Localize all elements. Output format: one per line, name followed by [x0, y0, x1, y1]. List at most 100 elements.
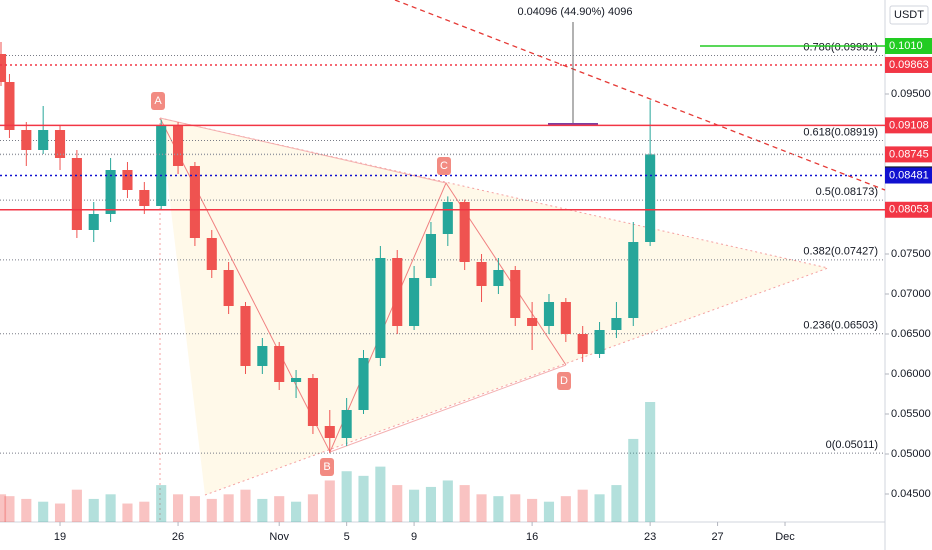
x-tick-label: 26	[172, 531, 184, 543]
triangle-fill	[160, 118, 828, 495]
pattern-label-box	[437, 157, 451, 175]
volume-bar	[240, 489, 251, 522]
fib-label: 0.236(0.06503)	[803, 320, 878, 332]
volume-bar	[206, 498, 217, 522]
candle-body	[172, 126, 184, 166]
volume-bar	[4, 496, 15, 522]
candle-body	[21, 130, 32, 150]
candle-body	[628, 242, 639, 318]
volume-bar	[274, 496, 285, 522]
pattern-label-box	[151, 92, 165, 110]
volume-bar	[409, 489, 420, 522]
triangle-lower	[204, 267, 829, 496]
candle-body	[358, 358, 369, 410]
annotation: 0.04096 (44.90%) 4096	[518, 6, 633, 18]
volume-bar	[122, 503, 133, 522]
volume-bar	[628, 438, 639, 522]
candle-body	[425, 234, 437, 278]
y-tick-label: 0.05500	[891, 408, 931, 420]
volume-bar	[392, 485, 403, 522]
fib-label: 0.5(0.08173)	[816, 186, 878, 198]
currency: USDT	[894, 9, 924, 21]
volume-bar	[324, 480, 335, 522]
candle-body	[392, 258, 403, 326]
x-tick-label: Nov	[269, 531, 289, 543]
volume-bar	[645, 402, 656, 522]
candle-body	[493, 270, 504, 286]
candle-body	[257, 346, 268, 366]
price-label-box	[885, 56, 932, 73]
candle-body	[240, 306, 251, 366]
volume-bar	[493, 496, 504, 522]
volume-bar	[291, 501, 302, 522]
candle-body	[206, 238, 217, 270]
volume-bar	[88, 498, 99, 522]
candle-body	[341, 410, 352, 438]
price-label-box	[885, 201, 932, 218]
fib-label: 0.786(0.09981)	[803, 41, 878, 53]
volume-bar	[527, 498, 538, 522]
volume-bar	[375, 466, 386, 522]
x-tick-label: 9	[411, 531, 417, 543]
price-label: 0.08745	[889, 148, 929, 160]
price-label: 0.08481	[889, 169, 929, 181]
triangle-upper	[159, 117, 829, 269]
volume-bar	[223, 494, 234, 522]
x-tick-label: 19	[54, 531, 66, 543]
candle-body	[409, 278, 420, 326]
price-label: 0.1010	[889, 40, 923, 52]
candle-body	[510, 270, 521, 318]
abcd-pattern	[159, 117, 567, 454]
y-tick-label: 0.07500	[891, 248, 931, 260]
candle-body	[189, 166, 200, 238]
candle-body	[375, 258, 386, 358]
candle-body	[594, 330, 605, 354]
candle-body	[105, 170, 116, 214]
volume-bar	[560, 496, 571, 522]
candle-body	[442, 202, 453, 234]
volume-bar	[510, 494, 521, 522]
volume-bar	[594, 494, 605, 522]
candle-body	[139, 190, 150, 206]
abcd-bd	[329, 364, 567, 453]
volume-bar	[38, 501, 49, 522]
fib-label: 0.382(0.07427)	[803, 246, 878, 258]
price-label: 0.09108	[889, 119, 929, 131]
candle-body	[577, 334, 588, 354]
candle-body	[324, 426, 335, 438]
pattern-label: D	[560, 375, 568, 387]
y-tick-label: 0.06500	[891, 328, 931, 340]
candle-body	[54, 130, 66, 158]
volume-bar	[476, 494, 487, 522]
candle-body	[274, 346, 285, 382]
volume-bar	[358, 475, 369, 522]
currency-box[interactable]	[889, 5, 929, 25]
x-tick-label: 5	[344, 531, 350, 543]
candle-body	[71, 158, 82, 230]
volume-bar	[189, 496, 200, 522]
volume-bar	[71, 489, 82, 522]
candle-body	[611, 318, 622, 330]
abcd-ac	[159, 117, 447, 184]
trend-line	[394, 0, 886, 191]
candle-body	[560, 302, 571, 334]
price-label-box	[885, 117, 932, 134]
candle-body	[156, 126, 167, 206]
x-tick-label: 27	[711, 531, 723, 543]
volume-bar	[459, 485, 470, 522]
candle-body	[459, 202, 470, 262]
layer: 0.786(0.09981) 0.618(0.08919) 0.5(0.08173)…	[0, 41, 885, 522]
pattern-label: C	[440, 160, 448, 172]
pattern-label-box	[320, 458, 334, 476]
y-tick-label: 0.05000	[891, 448, 931, 460]
candle-body	[0, 54, 7, 82]
volume-bar	[577, 489, 588, 522]
y-tick-label: 0.06000	[891, 368, 931, 380]
price-label-box	[885, 146, 932, 163]
volume-bar	[543, 501, 555, 522]
candle-body	[307, 378, 318, 426]
x-tick-label: Dec	[775, 531, 795, 543]
volume-bar	[0, 494, 7, 522]
